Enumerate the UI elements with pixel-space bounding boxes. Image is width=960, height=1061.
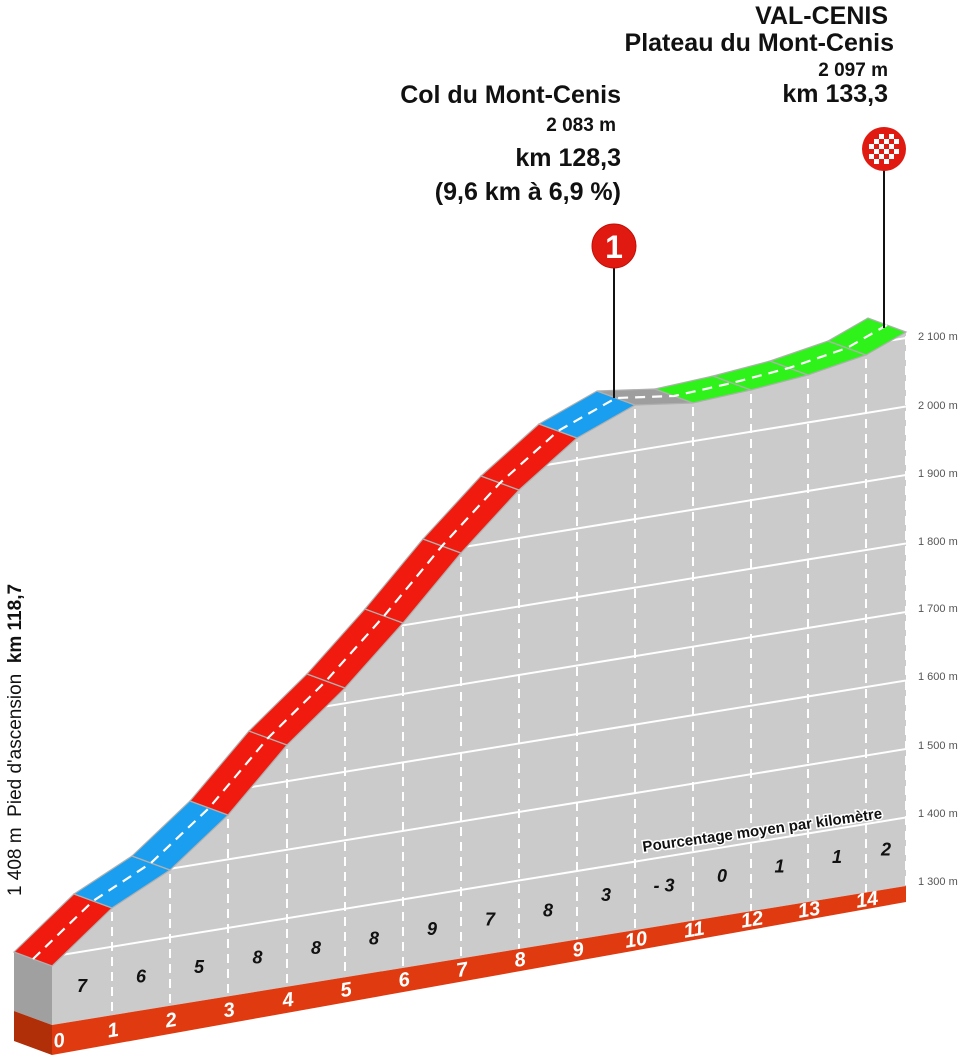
gradient-label: 1 [832, 847, 842, 867]
gradient-label: 3 [601, 885, 611, 905]
finish-altitude: 2 097 m [818, 60, 888, 81]
km-label: 14 [854, 888, 879, 913]
climb-marker-1 [591, 223, 637, 269]
ytick-1300: 1 300 m [918, 876, 958, 888]
km-label: 12 [739, 907, 764, 932]
km-label: 2 [163, 1009, 178, 1033]
gradient-label: 8 [543, 900, 553, 920]
km-label: 3 [222, 999, 236, 1022]
gradient-label: 7 [77, 976, 88, 996]
profile-side-face [14, 952, 52, 1025]
col-altitude: 2 083 m [546, 115, 616, 136]
summit-markers: 1 [591, 127, 906, 398]
col-detail: (9,6 km à 6,9 %) [434, 178, 621, 206]
ytick-1500: 1 500 m [918, 740, 958, 752]
gradient-label: 6 [136, 967, 147, 987]
col-km: km 128,3 [515, 144, 621, 172]
ytick-1400: 1 400 m [918, 808, 958, 820]
ytick-1800: 1 800 m [918, 536, 958, 548]
gradient-label: 8 [369, 929, 379, 949]
km-label: 6 [397, 968, 412, 992]
gradient-label: 1 [774, 857, 784, 877]
km-label: 7 [455, 958, 470, 982]
km-label: 1 [106, 1019, 120, 1042]
km-baseline-strip [14, 886, 906, 1055]
ytick-1900: 1 900 m [918, 468, 958, 480]
gradient-label: - 3 [653, 875, 674, 895]
km-label: 11 [682, 918, 706, 943]
finish-km: km 133,3 [782, 80, 888, 108]
profile-ridge-segments [12, 317, 908, 967]
start-text: Pied d'ascension [5, 673, 26, 817]
gradient-label: 9 [427, 919, 437, 939]
km-label: 9 [571, 938, 586, 962]
km-label: 0 [52, 1029, 66, 1052]
start-label: 1 408 m Pied d'ascension km 118,7 [5, 520, 35, 960]
gradient-label: 0 [717, 866, 727, 886]
finish-name: VAL-CENIS [755, 2, 888, 30]
km-labels: 0 1 2 3 4 5 6 7 8 9 10 11 12 13 14 [52, 888, 880, 1053]
finish-subtitle: Plateau du Mont-Cenis [624, 29, 894, 57]
ytick-2100: 2 100 m [918, 331, 958, 343]
gradient-label: 8 [252, 948, 262, 968]
ytick-2000: 2 000 m [918, 400, 958, 412]
km-label: 8 [513, 948, 528, 972]
start-km: km 118,7 [5, 583, 26, 664]
km-label: 10 [623, 928, 648, 953]
ytick-1700: 1 700 m [918, 603, 958, 615]
gradient-label: 7 [485, 910, 496, 930]
km-label: 4 [280, 989, 295, 1013]
svg-text:1: 1 [605, 229, 623, 265]
col-name: Col du Mont-Cenis [400, 81, 621, 109]
km-label: 13 [796, 898, 821, 923]
km-dashed-lines [111, 336, 907, 1016]
left-side-face [14, 952, 52, 1025]
start-altitude: 1 408 m [5, 827, 26, 897]
gradient-label: 5 [194, 957, 205, 977]
gradient-label: 8 [311, 938, 321, 958]
ytick-1600: 1 600 m [918, 671, 958, 683]
km-label: 5 [339, 979, 354, 1003]
gradient-label: 2 [880, 839, 891, 859]
